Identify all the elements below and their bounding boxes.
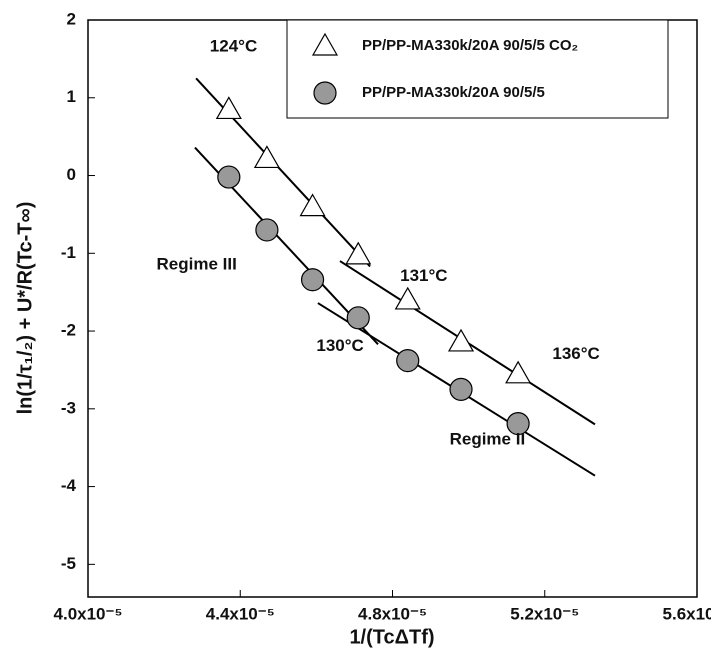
data-point (345, 241, 372, 265)
legend-label: PP/PP-MA330k/20A 90/5/5 CO₂ (362, 37, 578, 54)
annotation: 130°C (316, 336, 363, 355)
legend-label: PP/PP-MA330k/20A 90/5/5 (362, 84, 545, 101)
data-point (505, 360, 532, 384)
y-tick-label: 1 (67, 87, 76, 106)
data-point (506, 411, 530, 436)
y-tick-label: -3 (61, 398, 76, 417)
data-point (449, 377, 473, 401)
annotation: Regime II (450, 429, 526, 448)
y-tick-label: -1 (61, 243, 76, 262)
data-point (299, 193, 326, 217)
x-tick-label: 5.2x10⁻⁵ (510, 604, 579, 623)
annotation: 124°C (210, 37, 257, 56)
annotation: 136°C (552, 344, 599, 363)
annotation: Regime III (157, 254, 237, 273)
y-tick-label: 0 (67, 165, 76, 184)
x-axis-label: 1/(TcΔTf) (349, 626, 434, 648)
data-point (300, 268, 325, 292)
x-tick-label: 4.4x10⁻⁵ (206, 604, 275, 623)
legend-marker (313, 81, 337, 105)
data-point (253, 145, 280, 169)
x-tick-label: 5.6x10⁻⁵ (663, 604, 711, 623)
data-point (215, 96, 242, 120)
x-tick-label: 4.0x10⁻⁵ (54, 604, 123, 623)
data-point (255, 218, 279, 242)
legend-box (286, 19, 669, 119)
y-tick-label: -2 (61, 321, 76, 340)
y-tick-label: -5 (61, 554, 76, 573)
data-point (447, 328, 475, 352)
data-point (346, 306, 370, 330)
annotation: 131°C (400, 266, 447, 285)
x-tick-label: 4.8x10⁻⁵ (358, 604, 427, 623)
y-tick-label: -4 (61, 476, 77, 495)
y-axis-label: ln(1/τ₁/₂) + U*/R(Tc-T∞) (14, 202, 36, 415)
legend-marker (311, 32, 339, 56)
data-point (217, 165, 241, 189)
data-point (394, 286, 421, 310)
y-tick-label: 2 (67, 9, 76, 28)
data-point (396, 349, 420, 373)
